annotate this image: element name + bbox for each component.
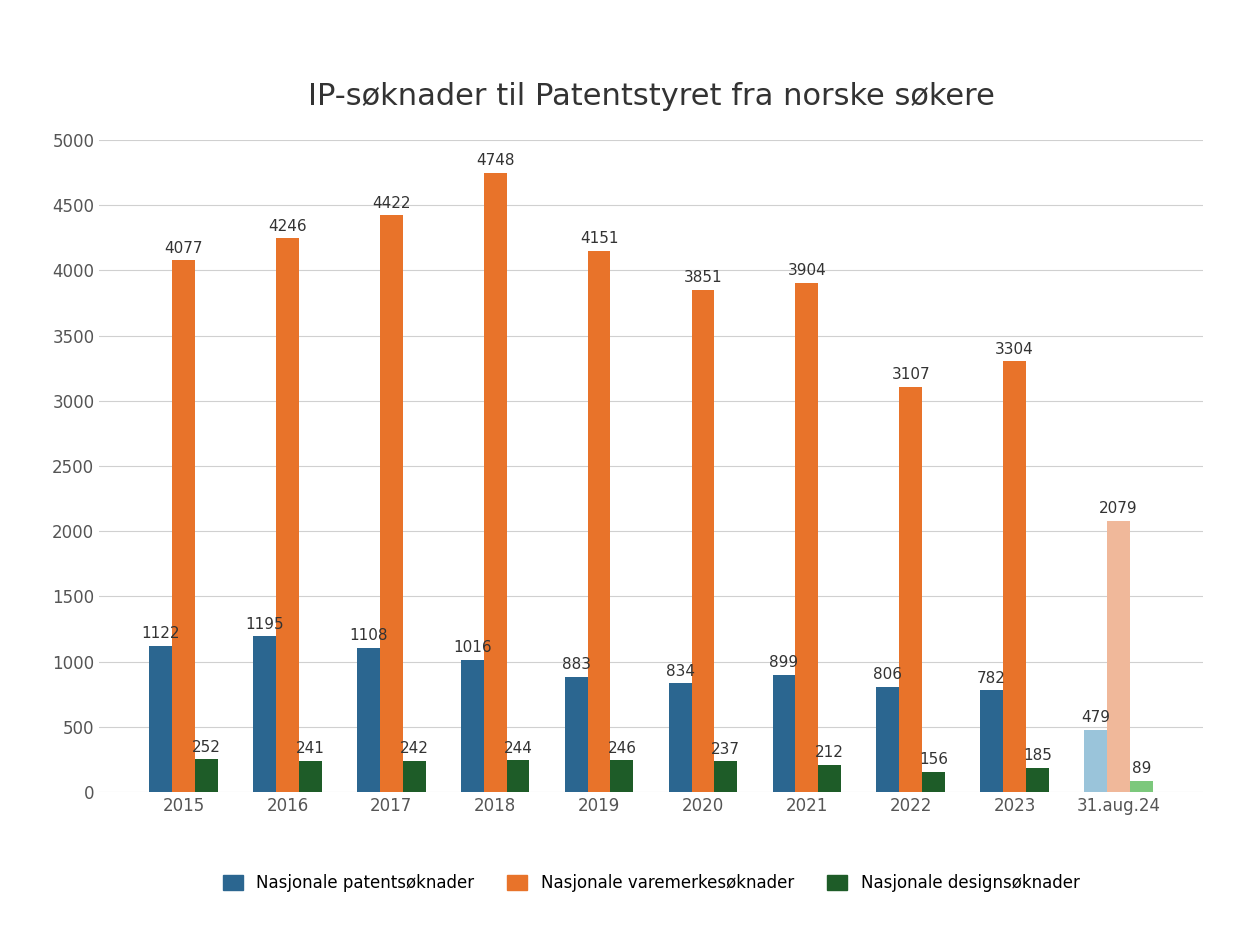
Text: 479: 479 — [1081, 710, 1110, 725]
Text: 89: 89 — [1132, 761, 1151, 776]
Bar — [588, 251, 610, 792]
Bar — [899, 387, 923, 792]
Bar — [818, 764, 841, 792]
Bar — [461, 660, 484, 792]
Bar — [1084, 730, 1107, 792]
Text: 1195: 1195 — [246, 617, 284, 632]
Bar — [610, 761, 634, 792]
Text: 2079: 2079 — [1099, 501, 1137, 516]
Bar — [172, 260, 195, 792]
Bar — [714, 761, 738, 792]
Text: 806: 806 — [873, 667, 903, 682]
Text: 3851: 3851 — [683, 270, 722, 285]
Legend: Nasjonale patentsøknader, Nasjonale varemerkesøknader, Nasjonale designsøknader: Nasjonale patentsøknader, Nasjonale vare… — [215, 866, 1087, 900]
Text: 834: 834 — [666, 664, 694, 678]
Text: 899: 899 — [769, 655, 799, 670]
Bar — [1107, 521, 1130, 792]
Text: 242: 242 — [399, 741, 429, 756]
Text: 4151: 4151 — [580, 231, 619, 246]
Text: 3304: 3304 — [996, 341, 1034, 357]
Bar — [692, 290, 714, 792]
Bar — [149, 646, 172, 792]
Title: IP-søknader til Patentstyret fra norske søkere: IP-søknader til Patentstyret fra norske … — [308, 82, 994, 111]
Bar — [195, 760, 218, 792]
Text: 883: 883 — [562, 657, 590, 672]
Text: 237: 237 — [712, 742, 740, 757]
Bar — [299, 761, 321, 792]
Bar — [981, 691, 1003, 792]
Text: 4077: 4077 — [165, 240, 203, 255]
Bar — [253, 637, 277, 792]
Bar — [1025, 768, 1049, 792]
Bar — [484, 172, 507, 792]
Text: 3904: 3904 — [787, 263, 826, 279]
Bar — [1130, 781, 1153, 792]
Text: 4748: 4748 — [476, 153, 515, 168]
Text: 252: 252 — [192, 740, 221, 755]
Text: 1016: 1016 — [453, 640, 492, 655]
Bar — [507, 761, 529, 792]
Text: 185: 185 — [1023, 748, 1052, 763]
Text: 156: 156 — [919, 752, 949, 767]
Text: 1108: 1108 — [350, 628, 388, 643]
Text: 782: 782 — [977, 671, 1006, 686]
Bar — [379, 215, 403, 792]
Text: 241: 241 — [296, 741, 325, 756]
Bar — [564, 677, 588, 792]
Text: 4246: 4246 — [268, 219, 306, 234]
Text: 244: 244 — [503, 741, 532, 756]
Text: 3107: 3107 — [892, 367, 930, 382]
Bar — [357, 648, 379, 792]
Bar — [773, 675, 795, 792]
Bar — [923, 772, 945, 792]
Bar — [877, 687, 899, 792]
Bar — [403, 761, 425, 792]
Text: 212: 212 — [815, 745, 844, 760]
Bar — [668, 683, 692, 792]
Bar — [1003, 361, 1025, 792]
Text: 1122: 1122 — [141, 626, 180, 641]
Text: 246: 246 — [608, 741, 636, 756]
Bar — [795, 282, 818, 792]
Bar — [277, 239, 299, 792]
Text: 4422: 4422 — [372, 196, 410, 211]
